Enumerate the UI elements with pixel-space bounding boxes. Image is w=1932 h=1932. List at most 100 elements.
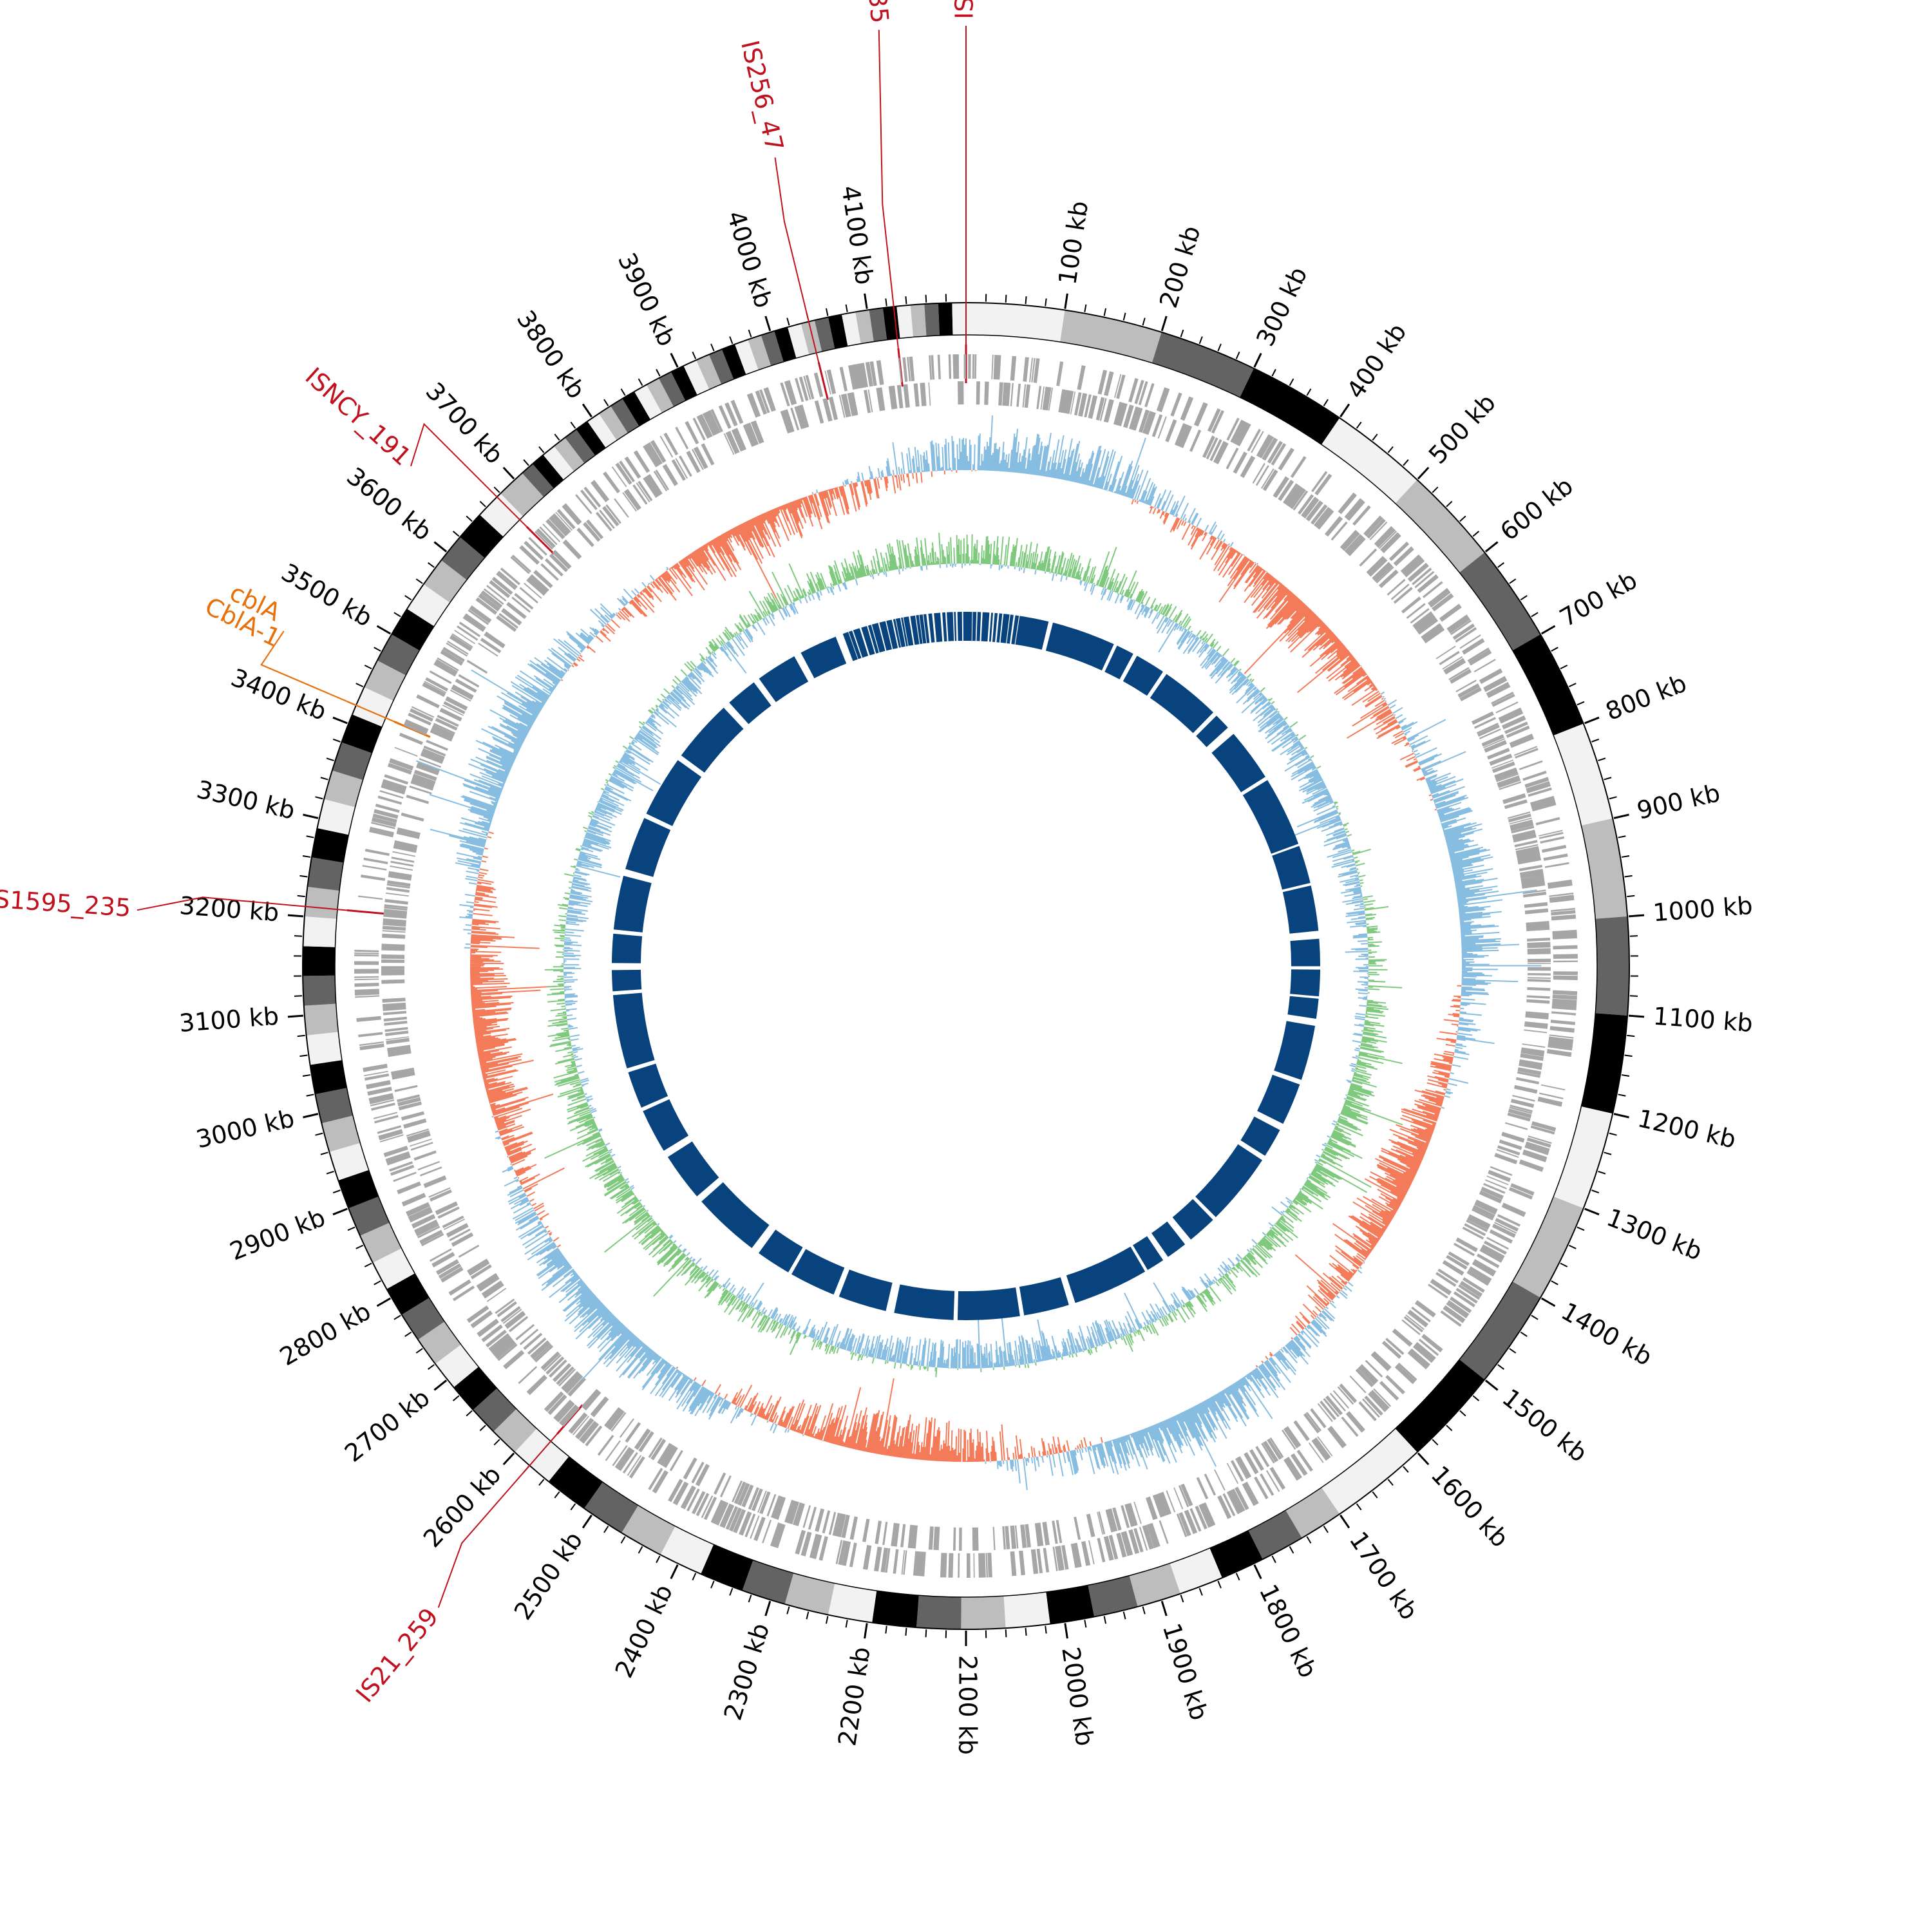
karyotype-band	[916, 1595, 961, 1629]
minor-tick	[374, 647, 381, 652]
major-tick	[1540, 625, 1556, 635]
karyotype-band	[587, 413, 617, 448]
minor-tick	[493, 1439, 500, 1446]
karyotype-band	[306, 1032, 342, 1065]
tick-label: 1700 kb	[1344, 1526, 1424, 1625]
karyotype-band	[303, 946, 336, 976]
minor-tick	[332, 1189, 341, 1194]
tick-label: 1400 kb	[1557, 1297, 1657, 1372]
karyotype-band	[774, 327, 797, 362]
karyotype-band	[303, 975, 336, 1006]
karyotype-band	[364, 660, 406, 701]
major-tick	[1064, 1623, 1068, 1639]
karyotype-band	[966, 302, 1065, 342]
karyotype-band	[1512, 634, 1584, 735]
karyotype-band	[341, 714, 383, 753]
minor-tick	[1235, 1573, 1240, 1581]
tick-label: 300 kb	[1251, 263, 1312, 351]
major-tick	[1340, 403, 1350, 418]
minor-tick	[479, 500, 486, 507]
major-tick	[287, 914, 303, 918]
minor-tick	[1103, 1616, 1107, 1624]
karyotype-band	[515, 1428, 569, 1482]
minor-tick	[806, 1611, 810, 1620]
major-tick	[764, 316, 772, 332]
major-tick	[582, 1514, 592, 1529]
karyotype-band	[329, 1142, 369, 1180]
minor-tick	[620, 388, 626, 396]
minor-tick	[1531, 612, 1539, 618]
tick-label: 1200 kb	[1635, 1104, 1739, 1153]
karyotype-band	[317, 799, 355, 835]
major-tick	[1064, 293, 1068, 309]
karyotype-band	[952, 302, 966, 336]
karyotype-band	[646, 378, 674, 413]
minor-tick	[1235, 351, 1240, 359]
minor-tick	[1560, 1262, 1568, 1267]
minor-tick	[1446, 1425, 1453, 1432]
tick-label: 2000 kb	[1056, 1645, 1099, 1748]
tick-label: 3700 kb	[421, 377, 509, 469]
karyotype-band	[634, 384, 662, 420]
annotation-label: ISNCY_191	[300, 362, 417, 471]
minor-tick	[1577, 701, 1585, 706]
gc-skew-negative	[469, 470, 1462, 1463]
karyotype-band	[708, 349, 734, 384]
minor-tick	[1624, 1054, 1633, 1057]
karyotype-band	[761, 331, 784, 366]
annotation-label: IS256_47	[735, 38, 789, 155]
karyotype-band	[1129, 1563, 1180, 1607]
minor-tick	[1618, 1094, 1626, 1097]
minor-tick	[1289, 378, 1294, 386]
karyotype-band	[307, 857, 344, 891]
minor-tick	[415, 578, 423, 584]
minor-tick	[355, 683, 364, 688]
minor-tick	[355, 1244, 364, 1249]
minor-tick	[1025, 296, 1027, 305]
major-tick	[1540, 1297, 1556, 1307]
minor-tick	[1621, 855, 1630, 858]
karyotype-band	[311, 828, 349, 863]
minor-tick	[1618, 835, 1626, 838]
minor-tick	[315, 796, 323, 800]
major-tick	[1613, 1113, 1629, 1119]
gc-skew-positive	[415, 415, 1542, 1490]
karyotype-band	[828, 314, 848, 349]
minor-tick	[1180, 329, 1184, 337]
minor-tick	[306, 1094, 314, 1097]
karyotype-band	[584, 1482, 639, 1533]
minor-tick	[1306, 388, 1312, 396]
major-tick	[670, 352, 679, 368]
minor-tick	[570, 1503, 576, 1511]
karyotype-band	[1581, 1013, 1628, 1114]
karyotype-band	[896, 305, 913, 339]
major-tick	[1629, 914, 1645, 918]
karyotype-band	[1003, 1592, 1050, 1629]
tick-label: 3600 kb	[341, 462, 437, 546]
minor-tick	[320, 777, 328, 781]
karyotype-band	[1209, 1530, 1263, 1578]
karyotype-band	[360, 1222, 402, 1263]
karyotype-band	[938, 303, 953, 336]
annotation-leader-line	[260, 630, 395, 723]
minor-tick	[603, 1526, 609, 1533]
major-tick-marks	[287, 293, 1645, 1646]
karyotype-band	[304, 887, 339, 919]
minor-tick	[326, 1170, 334, 1175]
minor-tick	[523, 459, 529, 466]
major-tick	[582, 403, 592, 418]
minor-tick	[1005, 1629, 1007, 1638]
minor-tick	[315, 1132, 323, 1136]
minor-tick	[1198, 336, 1203, 345]
karyotype-band	[303, 1003, 339, 1036]
karyotype-band	[1581, 818, 1628, 919]
tick-label: 2500 kb	[509, 1526, 589, 1625]
major-tick	[1613, 813, 1629, 819]
minor-tick	[1560, 665, 1568, 670]
minor-tick	[1323, 399, 1329, 406]
minor-tick	[1598, 757, 1606, 762]
tick-label: 200 kb	[1154, 222, 1206, 311]
minor-tick	[1005, 294, 1007, 303]
major-tick	[1160, 316, 1168, 332]
minor-tick	[1497, 562, 1504, 568]
